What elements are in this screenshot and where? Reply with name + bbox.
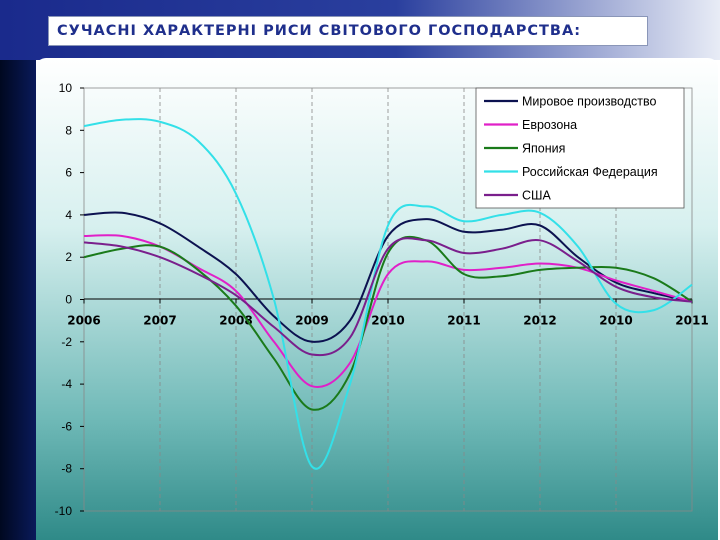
legend: Мировое производство Еврозона Япония Россий… (475, 87, 685, 209)
y-tick-label: 2 (65, 250, 72, 264)
series-lines (83, 118, 693, 470)
x-tick-label: 2009 (295, 314, 328, 328)
legend-label: Еврозона (522, 118, 577, 132)
x-tick-label: 2010 (371, 314, 404, 328)
y-tick-label: -10 (55, 504, 73, 518)
legend-label: Российская Федерация (522, 165, 658, 179)
y-tick-label: 0 (65, 293, 72, 307)
legend-label: Мировое производство (522, 95, 657, 109)
x-axis-ticks: 2006 2007 2008 2009 2010 2011 2012 2010 2011 (67, 299, 709, 328)
series-line-4 (83, 118, 693, 470)
y-tick-label: -4 (61, 377, 72, 391)
left-band (0, 60, 36, 540)
x-tick-label: 2011 (675, 314, 708, 328)
x-tick-label: 2010 (599, 314, 632, 328)
y-tick-label: 4 (65, 208, 72, 222)
x-tick-label: 2012 (523, 314, 556, 328)
slide-title: СУЧАСНІ ХАРАКТЕРНІ РИСИ СВІТОВОГО ГОСПОД… (57, 23, 582, 39)
legend-label: США (522, 189, 551, 203)
x-tick-label: 2006 (67, 314, 100, 328)
y-axis-ticks: 10 8 6 4 2 0 -2 -4 -6 -8 -10 (55, 81, 84, 518)
y-tick-label: 6 (65, 166, 72, 180)
x-tick-label: 2011 (447, 314, 480, 328)
y-tick-label: -8 (61, 462, 72, 476)
y-tick-label: -2 (61, 335, 72, 349)
x-tick-label: 2007 (143, 314, 176, 328)
series-line-1 (83, 211, 693, 343)
slide-title-box: СУЧАСНІ ХАРАКТЕРНІ РИСИ СВІТОВОГО ГОСПОД… (48, 16, 648, 46)
legend-label: Япония (522, 142, 565, 156)
y-tick-label: 10 (59, 81, 73, 95)
y-tick-label: 8 (65, 123, 72, 137)
series-line-3 (83, 235, 693, 411)
series-line-5 (83, 237, 693, 357)
y-tick-label: -6 (61, 419, 72, 433)
